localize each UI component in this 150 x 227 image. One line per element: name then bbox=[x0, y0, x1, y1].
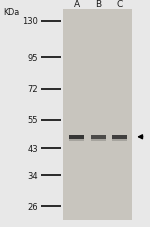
Bar bbox=[91, 139, 106, 141]
Text: 72: 72 bbox=[28, 85, 38, 94]
Text: C: C bbox=[116, 0, 122, 9]
Text: KDa: KDa bbox=[3, 8, 19, 17]
Text: B: B bbox=[95, 0, 101, 9]
Text: 26: 26 bbox=[28, 202, 38, 211]
Text: 55: 55 bbox=[28, 116, 38, 125]
Text: 43: 43 bbox=[28, 144, 38, 153]
Text: 34: 34 bbox=[28, 171, 38, 180]
Text: A: A bbox=[74, 0, 80, 9]
Bar bbox=[112, 139, 127, 141]
Text: 130: 130 bbox=[22, 17, 38, 26]
Bar bbox=[69, 139, 84, 141]
Bar bbox=[63, 10, 132, 220]
Bar bbox=[69, 135, 84, 139]
Bar bbox=[91, 135, 106, 139]
Text: 95: 95 bbox=[28, 53, 38, 62]
Bar bbox=[112, 135, 127, 139]
